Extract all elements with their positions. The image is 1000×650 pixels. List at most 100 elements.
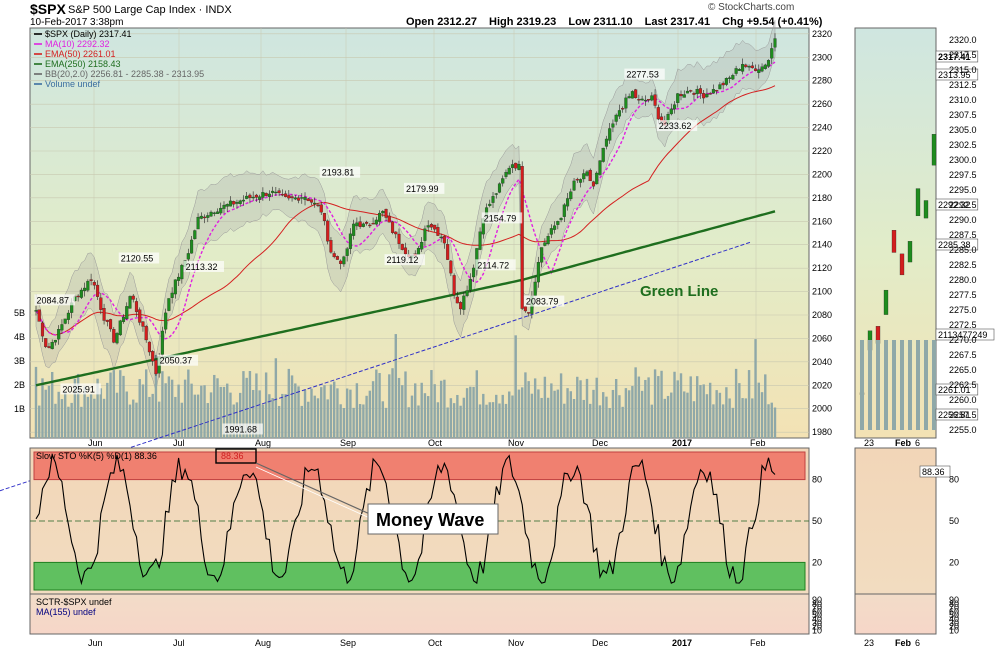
volume-bar-92 xyxy=(332,381,336,438)
candle-body-17 xyxy=(89,279,93,281)
volume-bar-168 xyxy=(579,380,582,438)
volume-bar-153 xyxy=(530,393,534,438)
annotation-box-1 xyxy=(60,383,101,395)
volume-bar-83 xyxy=(303,389,307,438)
volume-bar-216 xyxy=(734,368,738,438)
volume-bar-105 xyxy=(375,369,378,438)
side-tick-24: 2260.0 xyxy=(949,395,977,405)
candle-body-172 xyxy=(591,181,596,187)
candlesticks xyxy=(34,33,777,378)
candle-body-145 xyxy=(504,172,508,177)
candle-body-36 xyxy=(151,351,155,362)
volume-bar-79 xyxy=(290,375,294,438)
volume-bar-97 xyxy=(349,389,352,438)
volume-tick-1: 2B xyxy=(14,380,25,390)
side-tick-12: 2290.0 xyxy=(949,215,977,225)
volume-bar-74 xyxy=(274,358,278,438)
volume-bar-34 xyxy=(145,369,148,438)
side-tick-10: 2295.0 xyxy=(949,185,977,195)
quote-high: High 2319.23 xyxy=(489,16,556,28)
candle-body-226 xyxy=(766,60,771,67)
volume-bar-41 xyxy=(167,376,171,438)
price-tick-5: 2080 xyxy=(812,310,832,320)
volume-bar-62 xyxy=(235,402,239,438)
candle-body-120 xyxy=(423,228,427,241)
price-annotation-10: 2114.72 xyxy=(477,260,509,270)
volume-bar-202 xyxy=(689,376,692,438)
high-label: High xyxy=(489,16,514,28)
price-tick-0: 1980 xyxy=(812,427,832,437)
volume-bar-159 xyxy=(550,383,553,438)
sctr-tick-3: 60 xyxy=(812,606,822,616)
volume-bar-39 xyxy=(161,371,164,438)
side-volume-6 xyxy=(908,340,912,430)
candle-body-79 xyxy=(290,196,294,199)
volume-bar-162 xyxy=(559,373,563,438)
annotation-box-13 xyxy=(656,120,698,132)
candle-body-141 xyxy=(491,196,495,203)
side-badge-5: 2261.01 xyxy=(938,385,971,395)
volume-bar-103 xyxy=(368,390,372,438)
candle-body-4 xyxy=(47,346,51,348)
volume-bar-51 xyxy=(200,385,203,438)
candle-body-146 xyxy=(507,167,511,175)
candle-body-186 xyxy=(637,99,641,101)
volume-bar-184 xyxy=(631,386,634,438)
volume-bar-226 xyxy=(767,404,770,438)
price-tick-3: 2040 xyxy=(812,357,832,367)
candle-body-35 xyxy=(147,341,151,353)
volume-bar-204 xyxy=(696,376,699,438)
sto-title: Slow STO %K(5) %D(1) 88.36 xyxy=(36,451,157,461)
candle-body-61 xyxy=(232,201,236,205)
candle-body-113 xyxy=(400,243,404,250)
volume-bar-174 xyxy=(598,405,602,438)
volume-bar-27 xyxy=(122,375,125,438)
candle-body-50 xyxy=(196,216,200,230)
volume-bar-2 xyxy=(41,378,44,438)
overbought-zone xyxy=(33,451,806,481)
price-annotation-2: 2120.55 xyxy=(121,253,154,263)
volume-bar-147 xyxy=(511,395,514,438)
candle-body-43 xyxy=(173,279,177,295)
candle-body-191 xyxy=(653,94,657,106)
volume-bar-13 xyxy=(76,373,80,438)
volume-bar-152 xyxy=(527,381,530,438)
side-badge-1: 2313.95 xyxy=(938,70,971,80)
side-tick-8: 2300.0 xyxy=(949,155,977,165)
candle-body-197 xyxy=(672,104,677,110)
x-label-top-0: Jun xyxy=(88,438,103,448)
exchange-text: INDX xyxy=(205,4,232,16)
money-wave-callout: Money Wave xyxy=(255,462,499,535)
volume-bar-95 xyxy=(342,407,346,438)
price-annotation-7: 2179.99 xyxy=(406,184,439,194)
candle-body-217 xyxy=(737,69,741,71)
candle-body-163 xyxy=(562,204,566,217)
volume-bar-106 xyxy=(378,373,381,438)
volume-bar-151 xyxy=(524,372,527,438)
volume-bar-28 xyxy=(125,391,128,438)
candle-body-84 xyxy=(306,198,310,202)
annotation-box-11 xyxy=(523,295,565,307)
volume-bar-58 xyxy=(222,386,226,438)
price-annotation-5: 1991.68 xyxy=(224,424,257,434)
volume-bar-60 xyxy=(229,392,232,438)
candle-body-19 xyxy=(96,284,100,297)
candle-body-1 xyxy=(37,309,41,322)
side-volume-3 xyxy=(884,340,888,430)
price-tick-4: 2060 xyxy=(812,333,832,343)
volume-bar-87 xyxy=(316,398,320,438)
volume-bar-116 xyxy=(410,395,414,438)
volume-bar-141 xyxy=(491,402,495,438)
volume-bar-198 xyxy=(676,380,679,438)
sto-side-tick-1: 50 xyxy=(949,516,959,526)
low-value: 2311.10 xyxy=(593,16,633,28)
price-axis: 1980 2000 2020 2040 2060 2080 2100 2120 2140 2160… xyxy=(14,29,832,437)
volume-bar-46 xyxy=(183,379,187,438)
price-tick-6: 2100 xyxy=(812,287,832,297)
annotation-box-0 xyxy=(34,294,75,306)
side-tick-13: 2287.5 xyxy=(949,230,977,240)
candle-body-107 xyxy=(381,211,385,214)
volume-bar-212 xyxy=(721,404,725,438)
side-tick-19: 2272.5 xyxy=(949,320,977,330)
